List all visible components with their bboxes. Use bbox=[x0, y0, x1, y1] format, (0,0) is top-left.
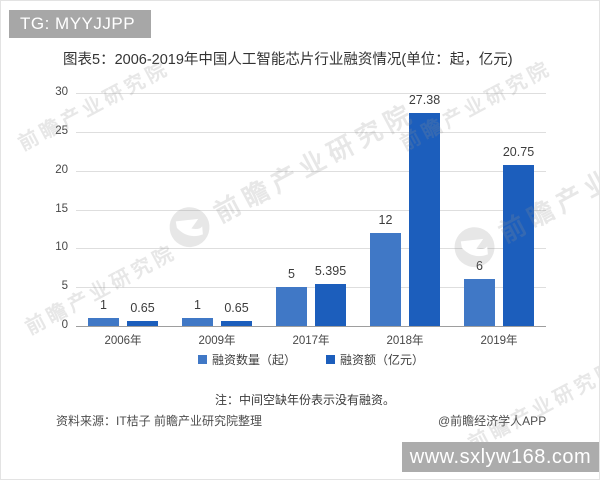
legend-item: 融资数量（起） bbox=[197, 351, 296, 368]
bar bbox=[221, 321, 252, 326]
bar-value-label: 0.65 bbox=[130, 301, 155, 315]
bar bbox=[182, 318, 213, 326]
bar-value-label: 20.75 bbox=[502, 145, 535, 159]
bar bbox=[315, 284, 346, 326]
gridline bbox=[76, 131, 546, 133]
bar bbox=[276, 287, 307, 326]
bar bbox=[88, 318, 119, 326]
bar bbox=[370, 233, 401, 326]
x-axis-tick-label: 2019年 bbox=[480, 335, 518, 347]
legend-label: 融资额（亿元） bbox=[340, 353, 425, 367]
bar bbox=[409, 113, 440, 326]
y-axis-tick-label: 15 bbox=[55, 202, 68, 215]
telegram-watermark-badge: TG: MYYJJPP bbox=[9, 10, 152, 38]
gridline bbox=[76, 170, 546, 172]
y-axis: 0 5 10 15 20 25 30 bbox=[38, 86, 68, 331]
bar-value-label: 1 bbox=[194, 298, 201, 312]
chart-note: 注：中间空缺年份表示没有融资。 bbox=[215, 393, 396, 407]
y-axis-tick-label: 30 bbox=[55, 86, 68, 98]
bar-value-label: 5 bbox=[288, 267, 295, 281]
legend-item: 融资额（亿元） bbox=[326, 351, 424, 368]
gridline bbox=[76, 209, 546, 211]
bar-value-label: 6 bbox=[476, 259, 483, 273]
y-axis-tick-label: 0 bbox=[61, 319, 68, 331]
gridline bbox=[76, 287, 546, 289]
bar bbox=[464, 279, 495, 326]
chart-title: 图表5：2006-2019年中国人工智能芯片行业融资情况(单位：起，亿元) bbox=[63, 52, 513, 68]
bar-value-label: 27.38 bbox=[408, 93, 441, 107]
bar bbox=[503, 165, 534, 326]
bar bbox=[127, 321, 158, 326]
y-axis-tick-label: 5 bbox=[61, 280, 68, 293]
gridline bbox=[76, 248, 546, 250]
bar-value-label: 12 bbox=[378, 213, 393, 227]
y-axis-tick-label: 10 bbox=[55, 241, 68, 254]
bar-value-label: 5.395 bbox=[314, 264, 347, 278]
app-credit: @前瞻经济学人APP bbox=[438, 414, 547, 428]
plot-area: 2006年 1 0.65 2009年 1 0.65 2017年 5 5.395 2018年 12 27… bbox=[76, 93, 546, 347]
source-text: 资料来源：IT桔子 前瞻产业研究院整理 bbox=[56, 414, 262, 428]
x-axis-tick-label: 2018年 bbox=[386, 335, 424, 347]
legend-swatch bbox=[197, 355, 207, 364]
x-axis-tick-label: 2009年 bbox=[198, 335, 236, 347]
x-axis-tick-label: 2006年 bbox=[104, 335, 142, 347]
x-axis-tick-label: 2017年 bbox=[292, 335, 330, 347]
y-axis-tick-label: 20 bbox=[55, 163, 68, 176]
gridline bbox=[76, 93, 546, 94]
y-axis-tick-label: 25 bbox=[55, 124, 68, 137]
bar-value-label: 0.65 bbox=[224, 301, 249, 315]
website-watermark: www.sxlyw168.com bbox=[402, 442, 599, 472]
chart-legend: 融资数量（起） 融资额（亿元） bbox=[76, 351, 546, 368]
legend-label: 融资数量（起） bbox=[211, 353, 296, 367]
bar-value-label: 1 bbox=[100, 298, 107, 312]
legend-swatch bbox=[326, 355, 335, 364]
